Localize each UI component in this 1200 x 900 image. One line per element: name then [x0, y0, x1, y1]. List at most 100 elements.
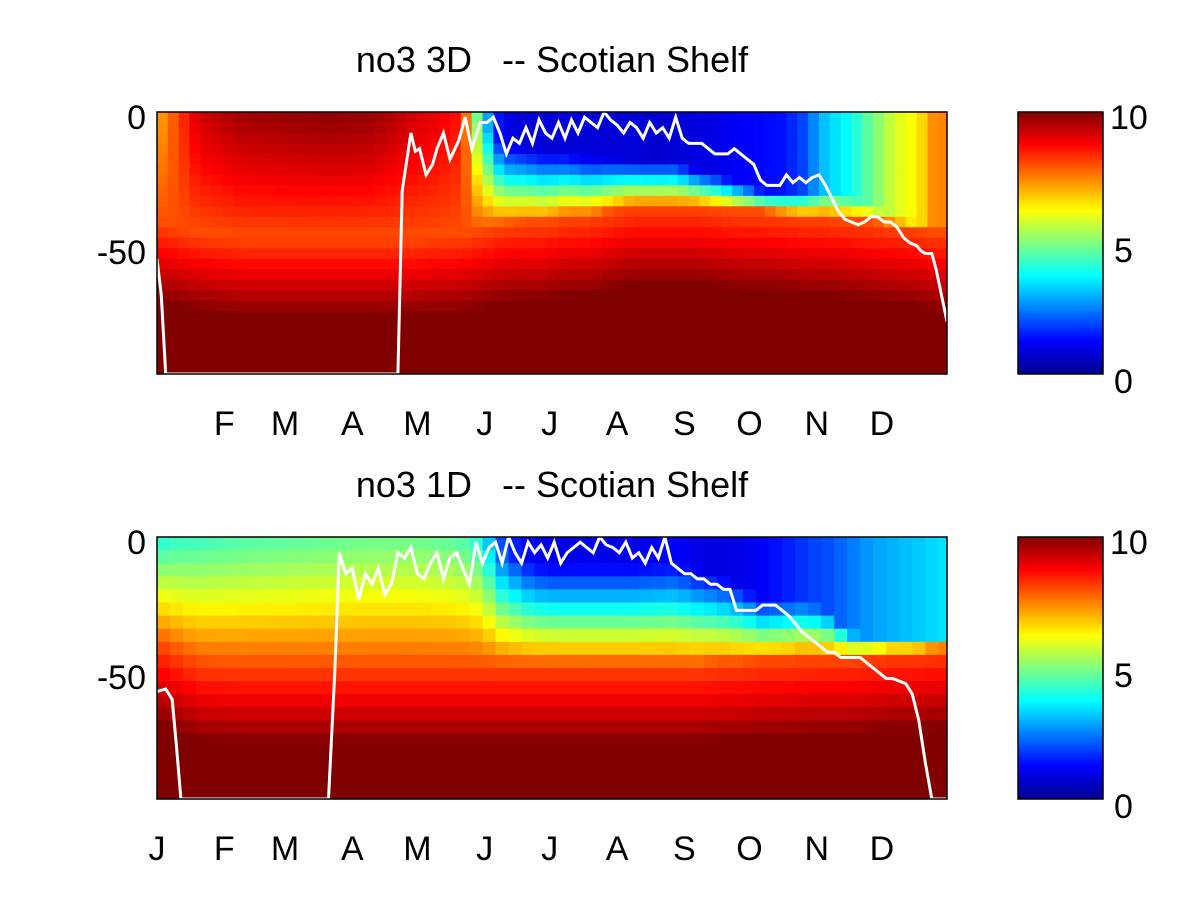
- heatmap-cell: [821, 576, 835, 590]
- heatmap-cell: [456, 654, 471, 669]
- heatmap-cell: [601, 122, 614, 134]
- heatmap-cell: [612, 195, 625, 207]
- heatmap-cell: [782, 628, 796, 643]
- heatmap-cell: [756, 641, 770, 656]
- heatmap-cell: [912, 654, 926, 669]
- heatmap-cell: [818, 290, 831, 302]
- heatmap-cell: [638, 746, 653, 761]
- heatmap-cell: [209, 550, 223, 564]
- heatmap-cell: [769, 733, 783, 748]
- heatmap-cell: [183, 746, 197, 761]
- heatmap-cell: [729, 785, 744, 799]
- heatmap-cell: [775, 185, 787, 197]
- heatmap-cell: [732, 269, 744, 281]
- heatmap-cell: [534, 628, 549, 643]
- heatmap-cell: [656, 332, 668, 344]
- heatmap-cell: [716, 563, 731, 577]
- heatmap-cell: [428, 174, 440, 186]
- x-tick-label: M: [403, 405, 431, 443]
- heatmap-cell: [222, 746, 236, 761]
- heatmap-cell: [211, 269, 223, 281]
- heatmap-cell: [623, 258, 636, 270]
- heatmap-cell: [183, 681, 197, 695]
- heatmap-cell: [912, 576, 926, 590]
- heatmap-cell: [775, 227, 787, 239]
- heatmap-cell: [938, 615, 947, 630]
- heatmap-cell: [638, 759, 653, 774]
- heatmap-cell: [196, 668, 210, 682]
- heatmap-cell: [558, 164, 570, 176]
- heatmap-cell: [525, 206, 538, 218]
- heatmap-cell: [840, 143, 853, 155]
- heatmap-cell: [886, 550, 900, 564]
- heatmap-cell: [656, 248, 668, 260]
- heatmap-cell: [884, 132, 896, 145]
- heatmap-cell: [547, 668, 562, 682]
- heatmap-cell: [319, 112, 332, 124]
- heatmap-cell: [547, 269, 560, 281]
- heatmap-cell: [645, 237, 657, 249]
- heatmap-cell: [797, 153, 809, 165]
- heatmap-cell: [764, 164, 777, 176]
- heatmap-cell: [157, 668, 171, 682]
- heatmap-cell: [795, 694, 809, 708]
- heatmap-cell: [417, 772, 432, 787]
- heatmap-cell: [341, 132, 353, 145]
- heatmap-cell: [374, 342, 386, 354]
- heatmap-cell: [482, 216, 494, 228]
- heatmap-cell: [363, 112, 375, 124]
- heatmap-cell: [886, 641, 900, 656]
- heatmap-cell: [860, 772, 874, 787]
- heatmap-cell: [352, 332, 364, 344]
- heatmap-cell: [795, 707, 809, 721]
- heatmap-cell: [508, 707, 523, 721]
- heatmap-cell: [569, 132, 581, 145]
- heatmap-cell: [276, 258, 288, 270]
- heatmap-cell: [667, 195, 679, 207]
- heatmap-cell: [482, 143, 494, 155]
- heatmap-cell: [558, 290, 570, 302]
- heatmap-cell: [916, 206, 929, 218]
- heatmap-cell: [417, 353, 429, 365]
- heatmap-cell: [525, 321, 538, 333]
- heatmap-cell: [884, 279, 896, 291]
- heatmap-cell: [732, 321, 744, 333]
- heatmap-cell: [599, 759, 614, 774]
- heatmap-cell: [569, 216, 581, 228]
- heatmap-cell: [536, 248, 549, 260]
- heatmap-cell: [417, 576, 432, 590]
- heatmap-cell: [430, 681, 445, 695]
- heatmap-cell: [916, 363, 929, 374]
- heatmap-cell: [756, 550, 770, 564]
- heatmap-cell: [167, 112, 180, 124]
- heatmap-cell: [818, 206, 831, 218]
- mixed-layer-depth-line: [157, 112, 947, 374]
- heatmap-cell: [786, 227, 798, 239]
- heatmap-cell: [623, 185, 636, 197]
- heatmap-cell: [667, 363, 679, 374]
- heatmap-cell: [469, 772, 484, 787]
- heatmap-cell: [428, 258, 440, 270]
- heatmap-cell: [209, 733, 223, 748]
- heatmap-cell: [430, 694, 445, 708]
- heatmap-cell: [274, 785, 288, 799]
- heatmap-cell: [884, 185, 896, 197]
- heatmap-cell: [818, 353, 831, 365]
- heatmap-cell: [699, 311, 712, 323]
- heatmap-cell: [732, 290, 744, 302]
- heatmap-cell: [612, 550, 627, 564]
- heatmap-cell: [716, 772, 731, 787]
- heatmap-cell: [504, 132, 516, 145]
- heatmap-cell: [287, 602, 301, 617]
- heatmap-cell: [797, 258, 809, 270]
- heatmap-cell: [300, 550, 314, 564]
- heatmap-cell: [873, 589, 887, 604]
- heatmap-cell: [645, 112, 657, 124]
- heatmap-cell: [417, 628, 432, 643]
- heatmap-cell: [786, 153, 798, 165]
- heatmap-cell: [287, 353, 299, 365]
- heatmap-cell: [716, 537, 731, 551]
- heatmap-cell: [623, 300, 636, 312]
- heatmap-cell: [460, 185, 473, 197]
- heatmap-cell: [536, 195, 549, 207]
